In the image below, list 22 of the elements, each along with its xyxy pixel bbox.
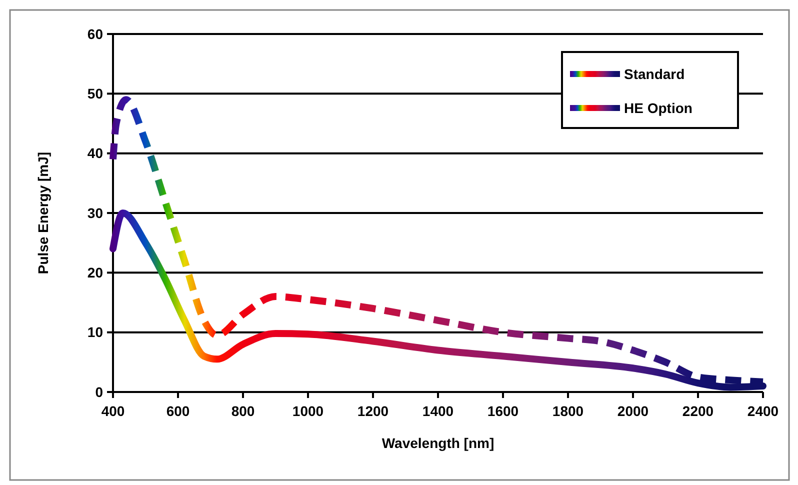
x-tick-label: 2200 [682, 403, 714, 419]
y-axis-title: Pulse Energy [mJ] [35, 152, 51, 274]
x-tick-label: 1800 [552, 403, 584, 419]
y-tick-label: 0 [95, 384, 104, 400]
x-tick-label: 1000 [292, 403, 324, 419]
y-tick-label: 10 [87, 324, 104, 340]
y-tick-label: 40 [87, 145, 104, 162]
x-tick-label: 1200 [357, 403, 389, 419]
legend-label: Standard [624, 66, 685, 82]
x-tick-label: 2400 [747, 403, 779, 419]
y-tick-label: 30 [87, 204, 104, 221]
x-tick-label: 400 [101, 403, 125, 419]
x-tick-label: 2000 [617, 403, 649, 419]
x-tick-label: 800 [231, 403, 255, 419]
legend-label: HE Option [624, 100, 692, 116]
x-tick-label: 600 [166, 403, 190, 419]
y-tick-label: 60 [87, 26, 104, 42]
x-tick-label: 1600 [487, 403, 519, 419]
x-tick-label: 1400 [422, 403, 454, 419]
y-tick-label: 20 [87, 264, 104, 281]
x-axis-title: Wavelength [nm] [382, 435, 494, 451]
y-tick-label: 50 [87, 86, 104, 102]
